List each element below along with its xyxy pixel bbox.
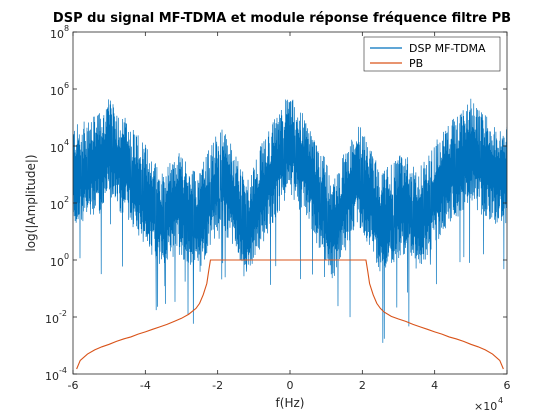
series-dsp-line bbox=[73, 98, 507, 343]
x-tick-label: -4 bbox=[140, 379, 151, 392]
x-tick-label: 0 bbox=[287, 379, 294, 392]
x-axis-label: f(Hz) bbox=[276, 396, 305, 410]
x-tick-label: 2 bbox=[359, 379, 366, 392]
y-tick-label: 10 -2 bbox=[45, 309, 67, 326]
x-tick-label: 6 bbox=[504, 379, 511, 392]
y-tick-base: 10 bbox=[50, 142, 64, 155]
y-tick-label: 10 6 bbox=[50, 81, 69, 98]
y-tick-base: 10 bbox=[50, 85, 64, 98]
y-tick-label: 10 4 bbox=[50, 138, 69, 155]
y-tick-exp: 2 bbox=[64, 195, 69, 204]
x-tick-label: -6 bbox=[68, 379, 79, 392]
x-tick-label: -2 bbox=[212, 379, 223, 392]
legend-label-pb: PB bbox=[409, 57, 423, 70]
y-tick-exp: 6 bbox=[64, 81, 69, 90]
y-tick-exp: -4 bbox=[59, 366, 67, 375]
y-tick-exp: -2 bbox=[59, 309, 67, 318]
x-multiplier: ×10 4 bbox=[474, 396, 503, 413]
x-multiplier-base: ×10 bbox=[474, 400, 497, 413]
x-multiplier-exp: 4 bbox=[498, 396, 503, 405]
y-tick-label: 10 2 bbox=[50, 195, 69, 212]
y-tick-exp: 0 bbox=[64, 252, 69, 261]
y-tick-label: 10 8 bbox=[50, 24, 69, 41]
series-pb-line bbox=[76, 259, 504, 370]
legend-label-dsp: DSP MF-TDMA bbox=[409, 42, 486, 55]
y-tick-base: 10 bbox=[45, 313, 59, 326]
legend-box bbox=[363, 36, 501, 72]
y-tick-base: 10 bbox=[50, 256, 64, 269]
y-tick-base: 10 bbox=[50, 199, 64, 212]
y-axis-label: log(|Amplitude|) bbox=[24, 154, 38, 251]
y-tick-base: 10 bbox=[45, 370, 59, 383]
x-tick-label: 4 bbox=[431, 379, 438, 392]
y-tick-label: 10 0 bbox=[50, 252, 69, 269]
chart-title: DSP du signal MF-TDMA et module réponse … bbox=[53, 11, 511, 26]
plot-area bbox=[72, 31, 508, 375]
legend: DSP MF-TDMA PB bbox=[363, 36, 501, 72]
y-tick-exp: 8 bbox=[64, 24, 69, 33]
y-tick-exp: 4 bbox=[64, 138, 69, 147]
y-tick-label: 10 -4 bbox=[45, 366, 67, 383]
y-tick-base: 10 bbox=[50, 28, 64, 41]
